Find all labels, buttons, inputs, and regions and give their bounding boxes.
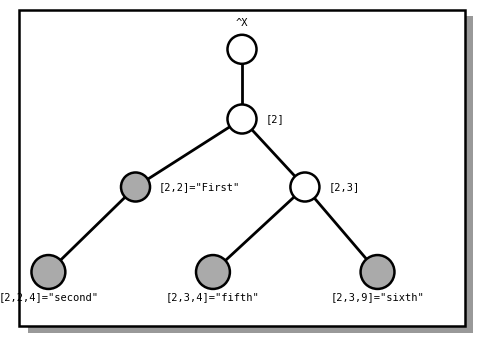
Text: [2,3]: [2,3]	[328, 182, 360, 192]
Ellipse shape	[227, 35, 257, 64]
Text: [2,3,9]="sixth": [2,3,9]="sixth"	[331, 292, 424, 302]
Ellipse shape	[196, 255, 230, 289]
Ellipse shape	[361, 255, 394, 289]
Text: ^X: ^X	[236, 18, 248, 28]
Ellipse shape	[290, 172, 319, 202]
Text: [2]: [2]	[265, 114, 284, 124]
Text: [2,2]="First": [2,2]="First"	[159, 182, 240, 192]
Text: [2,2,4]="second": [2,2,4]="second"	[0, 292, 98, 302]
Ellipse shape	[227, 104, 257, 134]
FancyBboxPatch shape	[19, 10, 465, 326]
FancyBboxPatch shape	[28, 16, 473, 333]
Text: [2,3,4]="fifth": [2,3,4]="fifth"	[166, 292, 260, 302]
Ellipse shape	[121, 172, 150, 202]
Ellipse shape	[31, 255, 65, 289]
